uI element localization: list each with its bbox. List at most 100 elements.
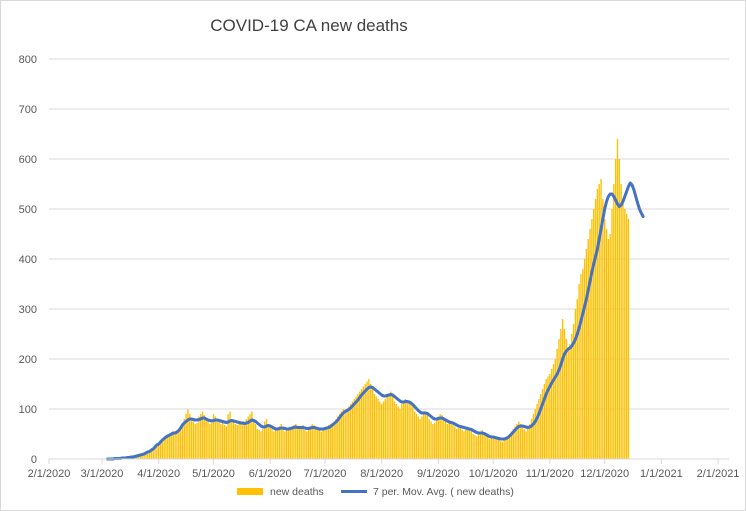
bar [190, 419, 193, 459]
bar [532, 414, 535, 459]
bar [271, 429, 273, 459]
x-tick-label: 2/1/2021 [697, 468, 740, 480]
bar [508, 434, 511, 459]
bars-series [106, 139, 630, 459]
bar [167, 436, 169, 459]
bar [488, 439, 491, 459]
bar [618, 159, 621, 459]
bar [207, 421, 209, 459]
bar [518, 421, 520, 459]
x-tick-labels: 2/1/2020 3/1/2020 4/1/2020 5/1/2020 6/1/2020… [28, 468, 740, 480]
bar [322, 429, 324, 459]
bar [231, 419, 233, 459]
bar [320, 431, 323, 459]
bar [497, 440, 500, 459]
bar [194, 424, 196, 459]
bar [426, 414, 429, 459]
bar [346, 409, 348, 459]
bar [333, 421, 335, 459]
bar [251, 411, 253, 459]
bar [136, 457, 138, 459]
moving-average-line [105, 181, 645, 461]
bar [331, 423, 334, 459]
bar [324, 428, 326, 459]
bar [521, 426, 524, 459]
bar [602, 199, 604, 459]
bar [596, 189, 599, 459]
bar [375, 396, 377, 459]
bar [196, 423, 198, 459]
bar [525, 431, 527, 459]
bar [351, 401, 354, 459]
y-tick-label: 800 [19, 54, 37, 66]
bar [165, 438, 167, 459]
bar [289, 428, 291, 459]
bar [443, 419, 445, 459]
bar [232, 421, 235, 459]
bar [624, 209, 626, 459]
bar [200, 414, 202, 459]
bar [315, 428, 317, 459]
bar [582, 269, 584, 459]
bar [298, 428, 301, 459]
bar [139, 456, 142, 459]
bar [490, 438, 493, 459]
bar [362, 386, 365, 459]
bar [466, 429, 469, 459]
bar [523, 429, 525, 459]
bar [326, 426, 328, 459]
bar [172, 431, 174, 459]
bar [274, 430, 277, 459]
bar [560, 329, 562, 459]
bar [468, 428, 471, 459]
bar [406, 400, 408, 459]
bar [276, 428, 279, 459]
x-tick-label: 11/1/2020 [526, 468, 574, 480]
bar [355, 396, 357, 459]
bar [496, 439, 498, 459]
bar [348, 406, 350, 459]
bar [353, 399, 355, 459]
bar [293, 425, 295, 459]
x-tick-label: 5/1/2020 [192, 468, 235, 480]
bar [267, 424, 270, 459]
bar [141, 455, 143, 459]
y-tick-label: 0 [31, 454, 37, 466]
x-tick-label: 7/1/2020 [304, 468, 347, 480]
bar [273, 431, 275, 459]
bar [212, 414, 215, 459]
bar [514, 426, 516, 459]
bar [591, 219, 593, 459]
bar [554, 359, 557, 459]
bar [477, 434, 480, 459]
bar [242, 424, 244, 459]
bar [269, 426, 271, 459]
bar [152, 449, 154, 459]
bar [463, 431, 465, 459]
bar [148, 451, 151, 459]
bar [454, 426, 456, 459]
bar [245, 419, 248, 459]
bar [178, 429, 180, 459]
bar [549, 374, 551, 459]
bar [450, 421, 452, 459]
bar [238, 423, 240, 459]
bar [192, 421, 195, 459]
bar [282, 429, 284, 459]
legend-line-label: 7 per. Mov. Avg. ( new deaths) [373, 486, 514, 498]
y-tick-label: 600 [19, 154, 37, 166]
bar [143, 454, 145, 459]
bar [278, 426, 281, 459]
bar [317, 429, 319, 459]
legend-bar-swatch [237, 488, 263, 495]
bar [410, 404, 412, 459]
bar [580, 274, 582, 459]
gridlines [49, 58, 729, 410]
bar [209, 424, 211, 459]
bar [512, 429, 514, 459]
bar [168, 435, 171, 459]
bar [390, 391, 392, 459]
bar [434, 423, 436, 459]
bar [203, 415, 206, 459]
